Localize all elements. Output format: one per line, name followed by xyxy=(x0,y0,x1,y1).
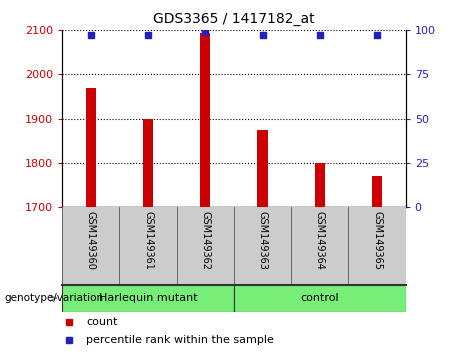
Point xyxy=(87,33,95,38)
Text: GSM149364: GSM149364 xyxy=(315,211,325,270)
Text: GSM149361: GSM149361 xyxy=(143,211,153,270)
Point xyxy=(259,33,266,38)
Point xyxy=(373,33,381,38)
Text: count: count xyxy=(86,317,118,327)
Bar xyxy=(86,87,96,207)
Text: GSM149362: GSM149362 xyxy=(201,211,210,270)
FancyBboxPatch shape xyxy=(234,285,406,312)
Point xyxy=(201,29,209,35)
Text: GSM149360: GSM149360 xyxy=(86,211,96,270)
Bar xyxy=(257,130,268,207)
FancyBboxPatch shape xyxy=(62,285,234,312)
Text: GSM149365: GSM149365 xyxy=(372,211,382,270)
Bar xyxy=(143,119,153,207)
Bar xyxy=(315,163,325,207)
Text: GSM149363: GSM149363 xyxy=(258,211,267,270)
Point xyxy=(316,33,324,38)
Text: genotype/variation: genotype/variation xyxy=(5,293,104,303)
Text: control: control xyxy=(301,293,339,303)
Bar xyxy=(372,176,382,207)
Point xyxy=(144,33,152,38)
Text: Harlequin mutant: Harlequin mutant xyxy=(99,293,197,303)
Title: GDS3365 / 1417182_at: GDS3365 / 1417182_at xyxy=(153,12,315,26)
Bar xyxy=(200,33,211,207)
Text: percentile rank within the sample: percentile rank within the sample xyxy=(86,335,274,345)
